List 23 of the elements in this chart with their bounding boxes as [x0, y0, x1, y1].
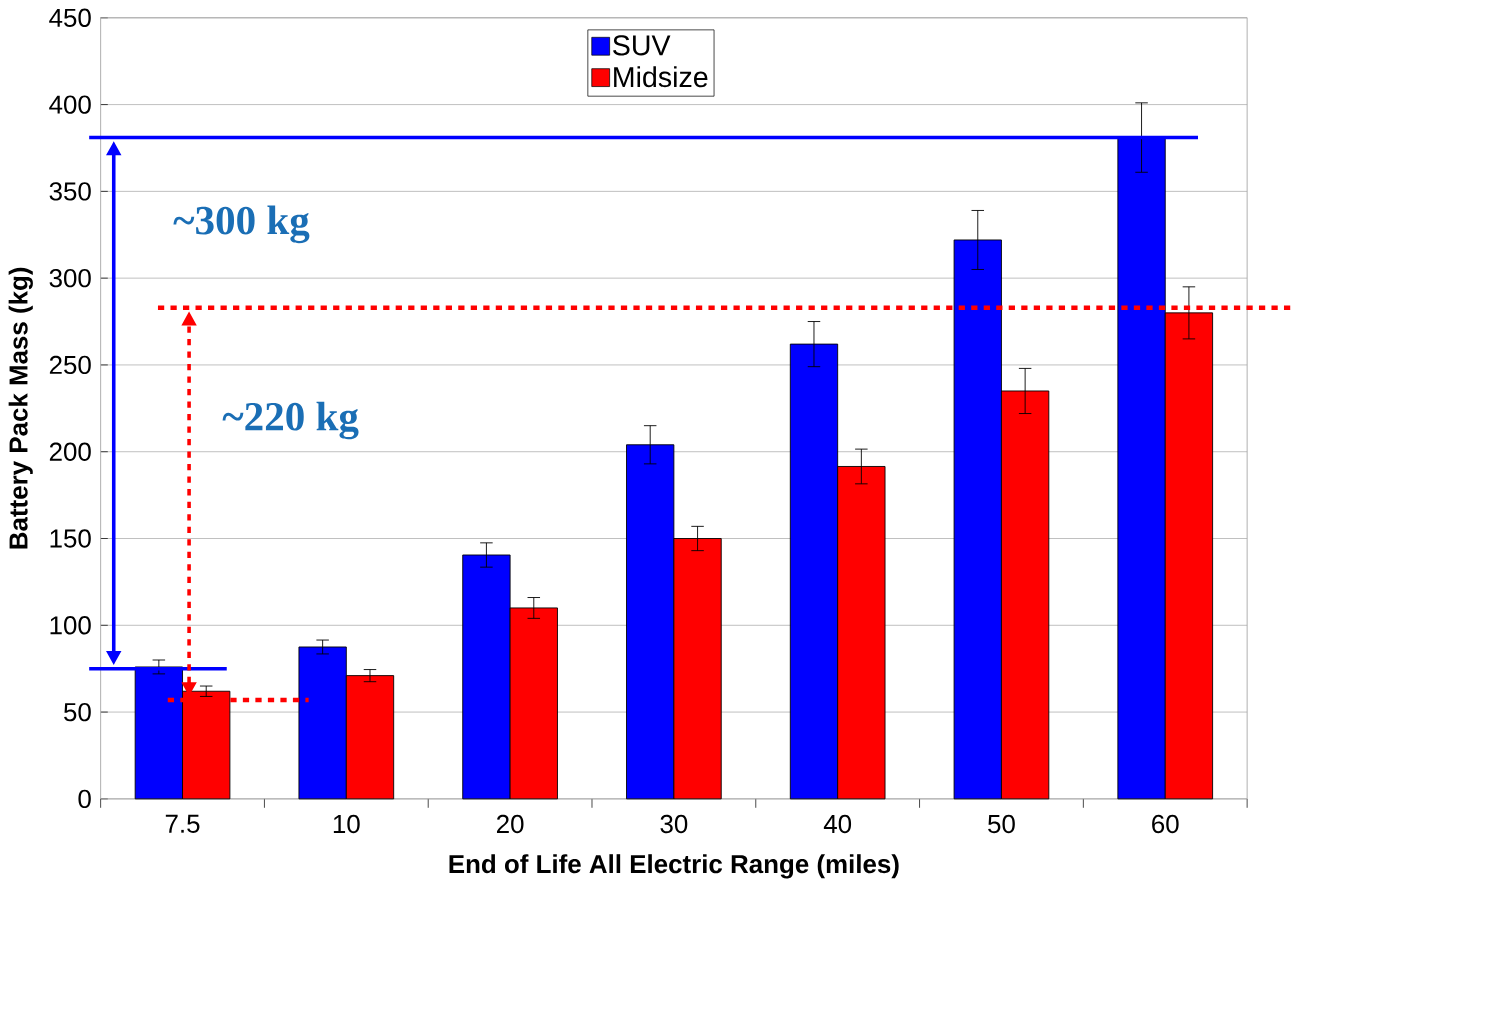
x-tick-label: 50: [988, 814, 1015, 834]
x-tick-label: 20: [496, 814, 524, 834]
y-axis-title: Battery Pack Mass (kg): [8, 267, 33, 549]
legend-label: SUV: [613, 35, 671, 56]
y-tick-label: 100: [50, 616, 91, 635]
x-axis-title: End of Life All Electric Range (miles): [449, 854, 899, 879]
annotation: ~220 kg: [222, 401, 359, 440]
x-tick-label: 10: [333, 814, 360, 834]
x-tick-label: 7.5: [165, 814, 200, 834]
y-tick-label: 300: [49, 269, 91, 288]
x-tick-label: 40: [823, 814, 852, 834]
y-tick-label: 350: [49, 182, 91, 201]
y-tick-label: 50: [64, 703, 91, 722]
x-tick-label: 60: [1152, 814, 1179, 834]
y-tick-label: 450: [49, 8, 91, 28]
x-tick-label: 30: [660, 814, 688, 834]
y-tick-label: 400: [49, 95, 91, 114]
y-tick-label: 250: [49, 355, 91, 375]
legend-label: Midsize: [614, 66, 708, 88]
y-tick-label: 150: [50, 529, 91, 548]
annotation: ~300 kg: [173, 205, 310, 244]
y-tick-label: 200: [49, 442, 91, 462]
y-tick-label: 0: [78, 789, 91, 809]
